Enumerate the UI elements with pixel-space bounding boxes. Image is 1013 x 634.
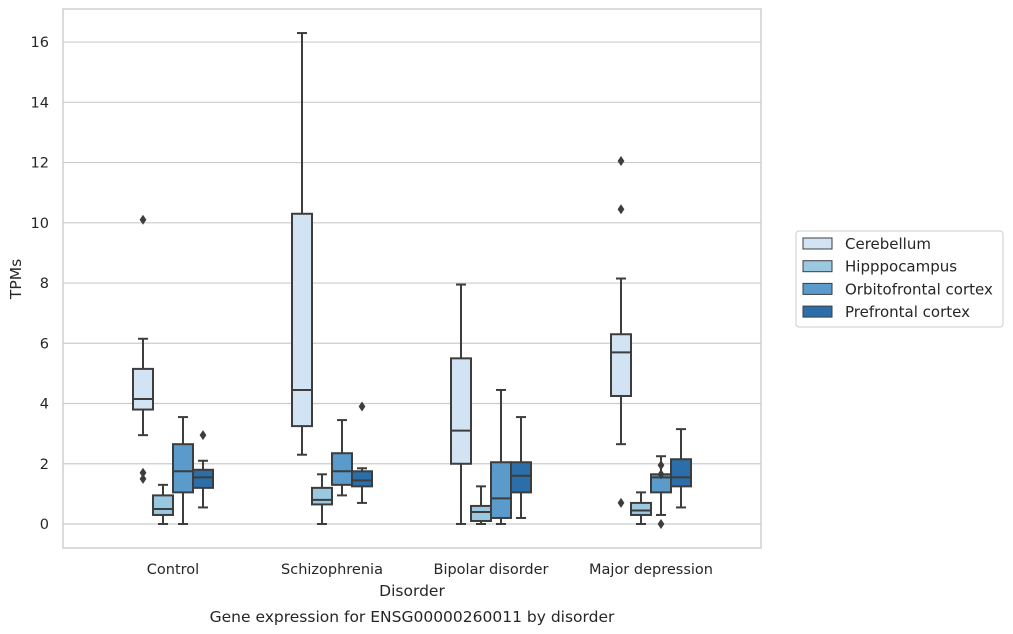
boxes	[132, 32, 692, 529]
box-iqr	[490, 461, 512, 519]
legend-label: Prefrontal cortex	[845, 303, 970, 321]
legend: Cerebellum Hipppocampus Orbitofrontal cort…	[795, 230, 1004, 328]
x-tick-labels: Control Schizophrenia Bipolar disorder Majo…	[147, 562, 713, 578]
legend-swatch	[802, 305, 833, 318]
y-tick-label: 2	[40, 457, 49, 473]
outlier-point	[199, 430, 207, 441]
outlier-point	[617, 156, 625, 167]
outlier-point	[358, 401, 366, 412]
box-iqr	[630, 501, 652, 516]
outlier-point	[657, 460, 665, 471]
outlier-point	[657, 519, 665, 529]
y-tick-label: 4	[40, 397, 49, 413]
legend-label: Hipppocampus	[845, 258, 957, 276]
box-iqr	[510, 461, 532, 494]
box-1-2	[470, 485, 492, 525]
box-iqr	[450, 357, 472, 465]
legend-swatch	[802, 282, 833, 295]
box-iqr	[610, 333, 632, 397]
box-0-3	[610, 156, 632, 508]
box-2-3	[650, 455, 672, 529]
box-iqr	[291, 212, 313, 428]
box-1-0	[152, 483, 174, 525]
box-iqr	[670, 458, 692, 488]
plot-area-frame	[62, 8, 762, 549]
x-tick-label: Control	[147, 562, 199, 578]
box-3-2	[510, 416, 532, 519]
box-iqr	[152, 494, 174, 516]
box-3-1	[351, 401, 373, 504]
x-axis-label: Disorder	[379, 582, 445, 600]
outlier-point	[139, 467, 147, 478]
outlier-point	[657, 469, 665, 480]
y-tick-labels: 0 2 4 6 8 10 12 14 16	[31, 35, 49, 533]
box-1-3	[630, 491, 652, 525]
y-tick-label: 8	[40, 276, 49, 292]
x-tick-label: Major depression	[589, 562, 713, 578]
box-iqr	[192, 468, 214, 489]
outlier-point	[139, 214, 147, 225]
box-0-2	[450, 283, 472, 525]
x-tick-label: Schizophrenia	[281, 562, 383, 578]
legend-swatch	[802, 237, 833, 250]
outlier-point	[139, 473, 147, 484]
y-tick-label: 0	[40, 517, 49, 533]
y-tick-label: 6	[40, 336, 49, 352]
box-1-1	[311, 473, 333, 525]
outlier-point	[617, 204, 625, 215]
x-tick-label: Bipolar disorder	[434, 562, 549, 578]
box-2-1	[331, 419, 353, 497]
legend-swatch	[802, 260, 833, 273]
box-iqr	[331, 452, 353, 486]
box-3-0	[192, 430, 214, 509]
box-iqr	[132, 367, 154, 411]
legend-label: Orbitofrontal cortex	[845, 280, 993, 298]
legend-frame	[795, 230, 1004, 328]
box-iqr	[311, 486, 333, 506]
y-tick-label: 16	[31, 35, 49, 51]
box-iqr	[351, 470, 373, 488]
box-0-1	[291, 32, 313, 456]
box-0-0	[132, 214, 154, 484]
y-tick-label: 10	[31, 216, 49, 232]
chart-caption: Gene expression for ENSG00000260011 by d…	[210, 608, 615, 626]
box-2-0	[172, 416, 194, 525]
legend-label: Cerebellum	[845, 235, 931, 253]
y-tick-label: 14	[31, 95, 49, 111]
box-3-3	[670, 428, 692, 509]
box-iqr	[470, 504, 492, 522]
y-axis-label: TPMs	[7, 259, 25, 300]
box-iqr	[172, 443, 194, 494]
y-tick-label: 12	[31, 156, 49, 172]
outlier-point	[617, 497, 625, 508]
